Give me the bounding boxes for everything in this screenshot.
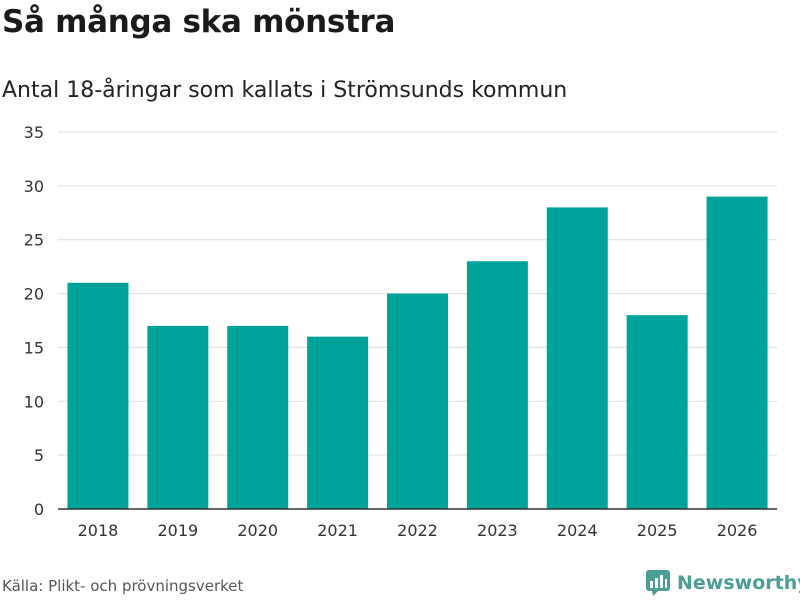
x-tick-label: 2021: [317, 521, 358, 540]
bar: [147, 325, 209, 509]
x-tick-label: 2023: [477, 521, 518, 540]
y-tick-label: 0: [34, 500, 44, 519]
y-tick-label: 35: [24, 123, 44, 142]
bar: [706, 196, 768, 509]
newsworthy-logo-icon: [646, 570, 670, 596]
x-tick-label: 2018: [78, 521, 119, 540]
bar: [466, 261, 528, 509]
x-tick-label: 2026: [717, 521, 758, 540]
y-tick-label: 10: [24, 392, 44, 411]
chart-subtitle: Antal 18-åringar som kallats i Strömsund…: [2, 78, 568, 103]
y-tick-label: 20: [24, 285, 44, 304]
brand-logo: Newsworthy: [645, 569, 800, 597]
x-tick-label: 2019: [157, 521, 198, 540]
x-tick-label: 2020: [237, 521, 278, 540]
bar: [546, 207, 608, 509]
y-tick-label: 30: [24, 177, 44, 196]
bar: [387, 293, 448, 509]
y-tick-label: 25: [24, 231, 44, 250]
bar: [227, 325, 289, 509]
x-tick-label: 2024: [557, 521, 598, 540]
y-tick-label: 5: [34, 446, 44, 465]
chart-title: Så många ska mönstra: [2, 4, 396, 40]
brand-name: Newsworthy: [677, 572, 800, 594]
bar: [626, 315, 688, 509]
source-note: Källa: Plikt- och prövningsverket: [2, 577, 244, 595]
y-tick-label: 15: [24, 338, 44, 357]
x-tick-label: 2025: [637, 521, 678, 540]
x-tick-label: 2022: [397, 521, 438, 540]
bar: [67, 282, 129, 509]
bar: [307, 336, 369, 509]
